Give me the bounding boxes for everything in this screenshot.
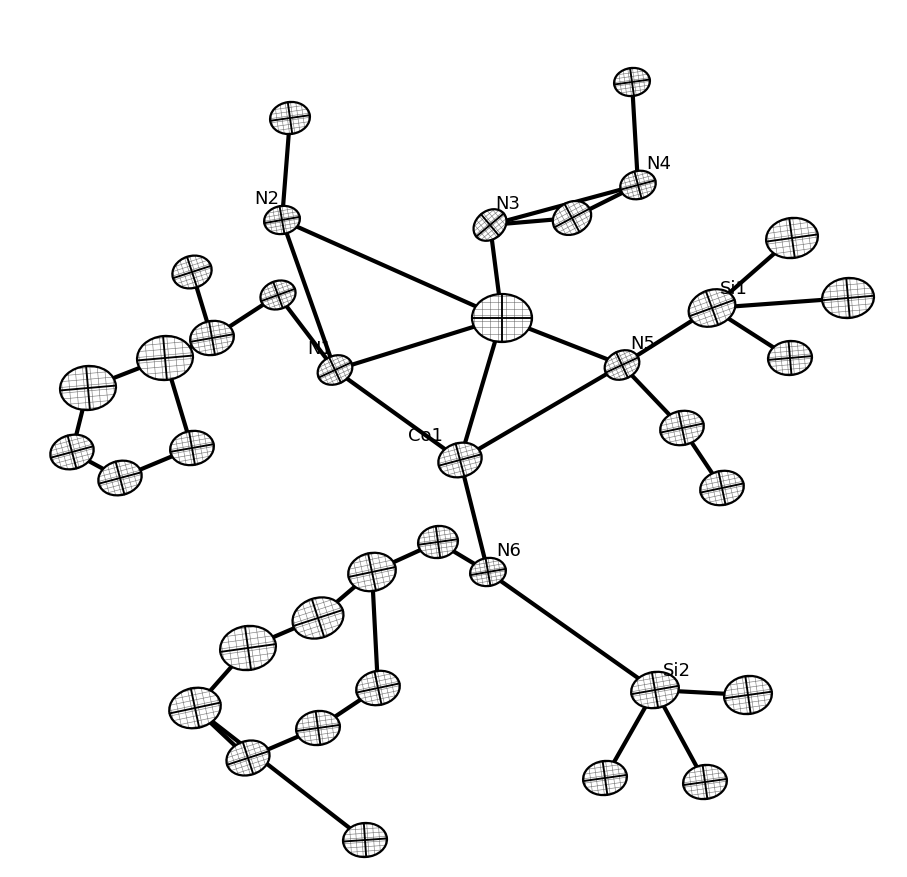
Ellipse shape	[293, 597, 344, 638]
Ellipse shape	[438, 443, 482, 477]
Ellipse shape	[137, 336, 193, 380]
Text: Co1: Co1	[408, 427, 443, 445]
Ellipse shape	[822, 278, 874, 318]
Ellipse shape	[98, 460, 141, 496]
Ellipse shape	[172, 255, 211, 289]
Ellipse shape	[343, 823, 387, 857]
Ellipse shape	[766, 217, 818, 258]
Ellipse shape	[356, 671, 400, 705]
Text: N1: N1	[307, 340, 332, 358]
Text: Si2: Si2	[663, 662, 691, 680]
Ellipse shape	[190, 321, 234, 355]
Ellipse shape	[620, 171, 656, 199]
Ellipse shape	[700, 471, 744, 505]
Text: N6: N6	[496, 542, 521, 560]
Ellipse shape	[348, 553, 395, 591]
Ellipse shape	[170, 688, 220, 728]
Ellipse shape	[605, 350, 639, 380]
Ellipse shape	[260, 281, 296, 310]
Ellipse shape	[552, 201, 591, 235]
Ellipse shape	[220, 626, 276, 670]
Ellipse shape	[688, 289, 736, 327]
Text: N3: N3	[495, 195, 520, 213]
Ellipse shape	[614, 68, 650, 96]
Ellipse shape	[683, 765, 727, 799]
Ellipse shape	[724, 676, 772, 714]
Text: Si1: Si1	[720, 280, 748, 298]
Ellipse shape	[227, 740, 269, 775]
Ellipse shape	[171, 431, 214, 465]
Ellipse shape	[660, 410, 704, 446]
Ellipse shape	[270, 102, 310, 134]
Ellipse shape	[768, 341, 812, 375]
Text: N5: N5	[630, 335, 655, 353]
Ellipse shape	[472, 294, 532, 342]
Ellipse shape	[60, 366, 116, 410]
Ellipse shape	[264, 206, 300, 234]
Ellipse shape	[470, 558, 506, 586]
Ellipse shape	[317, 355, 352, 385]
Ellipse shape	[631, 672, 678, 709]
Text: N2: N2	[254, 190, 279, 208]
Ellipse shape	[296, 711, 340, 745]
Ellipse shape	[473, 210, 506, 241]
Ellipse shape	[50, 435, 93, 469]
Ellipse shape	[583, 761, 627, 795]
Text: N4: N4	[646, 155, 671, 173]
Ellipse shape	[418, 526, 458, 558]
